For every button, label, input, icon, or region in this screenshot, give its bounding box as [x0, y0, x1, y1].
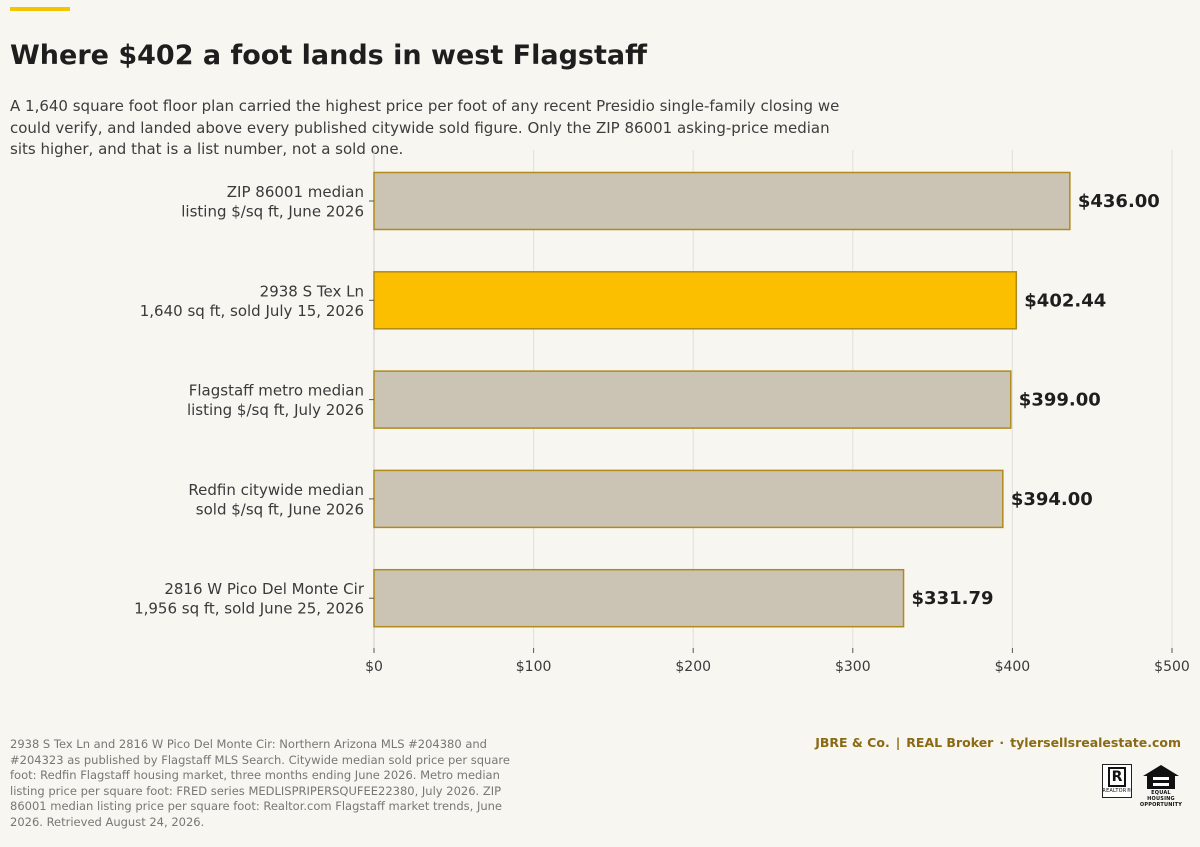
- house-icon: [1143, 765, 1179, 789]
- category-label: 1,956 sq ft, sold June 25, 2026: [134, 600, 364, 618]
- data-label: $331.79: [912, 588, 994, 609]
- category-label: listing $/sq ft, July 2026: [187, 401, 364, 419]
- source-note: 2938 S Tex Ln and 2816 W Pico Del Monte …: [10, 737, 510, 829]
- x-tick-label: $300: [835, 659, 871, 675]
- bar: [373, 271, 1018, 330]
- bar: [373, 469, 1004, 529]
- chart-title: Where $402 a foot lands in west Flagstaf…: [10, 40, 647, 71]
- brand-name: JBRE & Co.: [815, 735, 890, 750]
- chart-subtitle: A 1,640 square foot floor plan carried t…: [10, 97, 840, 158]
- category-label: 2938 S Tex Ln: [260, 282, 364, 300]
- accent-bar: [10, 7, 70, 11]
- website-link[interactable]: tylersellsrealestate.com: [1010, 735, 1181, 750]
- eho-text-2: OPPORTUNITY: [1139, 802, 1183, 808]
- category-label: Flagstaff metro median: [189, 382, 364, 400]
- brand-separator: |: [895, 735, 901, 750]
- category-label: Redfin citywide median: [188, 481, 364, 499]
- realtor-text: REALTOR®: [1102, 788, 1132, 794]
- data-label: $394.00: [1011, 489, 1093, 510]
- x-tick-label: $0: [365, 659, 383, 675]
- data-label: $436.00: [1078, 191, 1160, 212]
- bar: [373, 171, 1071, 231]
- brand-line: JBRE & Co. | REAL Broker · tylersellsrealest…: [815, 735, 1181, 750]
- x-tick-label: $200: [675, 659, 711, 675]
- data-label: $399.00: [1019, 390, 1101, 411]
- broker-name: REAL Broker: [906, 735, 994, 750]
- brand-separator: ·: [999, 735, 1005, 750]
- category-label: 2816 W Pico Del Monte Cir: [164, 580, 364, 598]
- data-label: $402.44: [1024, 290, 1106, 311]
- category-label: 1,640 sq ft, sold July 15, 2026: [140, 302, 364, 320]
- category-label: sold $/sq ft, June 2026: [196, 500, 364, 518]
- equal-housing-logo-icon: EQUAL HOUSING OPPORTUNITY: [1140, 764, 1182, 808]
- logos: R REALTOR® EQUAL HOUSING OPPORTUNITY: [1102, 764, 1182, 808]
- x-tick-label: $500: [1154, 659, 1190, 675]
- bar-chart: ZIP 86001 median listing $/sq ft, June 20…: [134, 150, 1190, 675]
- bar: [373, 568, 905, 628]
- x-tick-label: $400: [995, 659, 1031, 675]
- x-tick-label: $100: [516, 659, 552, 675]
- realtor-logo-icon: R REALTOR®: [1102, 764, 1132, 798]
- category-label: ZIP 86001 median: [227, 183, 364, 201]
- eho-text-1: EQUAL HOUSING: [1147, 790, 1175, 802]
- realtor-letter: R: [1108, 767, 1126, 787]
- category-label: listing $/sq ft, June 2026: [181, 203, 364, 221]
- bar: [373, 370, 1012, 429]
